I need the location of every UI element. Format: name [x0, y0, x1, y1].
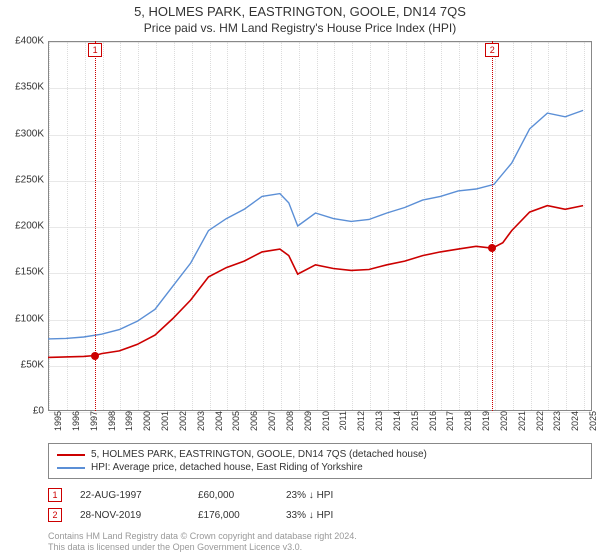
x-axis-label: 2023	[550, 411, 562, 431]
x-axis-label: 2015	[408, 411, 420, 431]
y-axis-label: £100K	[15, 313, 48, 324]
chart-area: £0£50K£100K£150K£200K£250K£300K£350K£400…	[48, 41, 592, 411]
x-axis-label: 1999	[122, 411, 134, 431]
x-axis-label: 1997	[87, 411, 99, 431]
x-axis-label: 2014	[390, 411, 402, 431]
x-axis-label: 2008	[283, 411, 295, 431]
plot-area	[48, 41, 592, 411]
x-axis-label: 1998	[105, 411, 117, 431]
marker-line-2	[492, 41, 493, 411]
event-date: 28-NOV-2019	[80, 510, 180, 521]
x-axis-label: 2018	[461, 411, 473, 431]
y-axis-label: £200K	[15, 221, 48, 232]
x-axis-label: 2003	[194, 411, 206, 431]
y-axis-label: £300K	[15, 128, 48, 139]
legend-row: 5, HOLMES PARK, EASTRINGTON, GOOLE, DN14…	[57, 448, 583, 461]
legend-row: HPI: Average price, detached house, East…	[57, 461, 583, 474]
event-diff: 33% ↓ HPI	[286, 510, 333, 521]
chart-title: 5, HOLMES PARK, EASTRINGTON, GOOLE, DN14…	[0, 0, 600, 19]
x-axis-label: 2005	[229, 411, 241, 431]
x-axis-label: 1995	[51, 411, 63, 431]
event-marker-box: 2	[48, 508, 62, 522]
legend-label: HPI: Average price, detached house, East…	[91, 462, 363, 473]
event-row: 2 28-NOV-2019 £176,000 33% ↓ HPI	[48, 505, 592, 525]
y-axis-label: £250K	[15, 174, 48, 185]
event-marker-box: 1	[48, 488, 62, 502]
legend-swatch	[57, 467, 85, 469]
x-axis-label: 2016	[426, 411, 438, 431]
marker-box-1: 1	[88, 43, 102, 57]
marker-dot-1	[91, 352, 99, 360]
x-axis-label: 2010	[319, 411, 331, 431]
x-axis-label: 2021	[515, 411, 527, 431]
y-axis-label: £50K	[21, 359, 48, 370]
chart-container: 5, HOLMES PARK, EASTRINGTON, GOOLE, DN14…	[0, 0, 600, 560]
x-axis-label: 2000	[140, 411, 152, 431]
x-axis-label: 2007	[265, 411, 277, 431]
y-axis-label: £0	[33, 406, 48, 417]
legend: 5, HOLMES PARK, EASTRINGTON, GOOLE, DN14…	[48, 443, 592, 479]
x-axis-label: 2012	[354, 411, 366, 431]
marker-box-2: 2	[485, 43, 499, 57]
x-axis-label: 2009	[301, 411, 313, 431]
x-axis-label: 2006	[247, 411, 259, 431]
x-axis-label: 2004	[212, 411, 224, 431]
x-axis-label: 2022	[533, 411, 545, 431]
footer-line-2: This data is licensed under the Open Gov…	[48, 542, 592, 553]
event-price: £60,000	[198, 490, 268, 501]
y-axis-label: £400K	[15, 36, 48, 47]
x-axis-label: 2002	[176, 411, 188, 431]
x-axis-label: 2017	[443, 411, 455, 431]
x-axis-label: 1996	[69, 411, 81, 431]
footer: Contains HM Land Registry data © Crown c…	[48, 531, 592, 554]
event-date: 22-AUG-1997	[80, 490, 180, 501]
event-price: £176,000	[198, 510, 268, 521]
legend-label: 5, HOLMES PARK, EASTRINGTON, GOOLE, DN14…	[91, 449, 427, 460]
legend-swatch	[57, 454, 85, 456]
event-diff: 23% ↓ HPI	[286, 490, 333, 501]
x-axis-label: 2020	[497, 411, 509, 431]
events-table: 1 22-AUG-1997 £60,000 23% ↓ HPI 2 28-NOV-2019…	[48, 485, 592, 525]
marker-dot-2	[488, 244, 496, 252]
footer-line-1: Contains HM Land Registry data © Crown c…	[48, 531, 592, 542]
x-axis-label: 2019	[479, 411, 491, 431]
x-axis-label: 2001	[158, 411, 170, 431]
event-row: 1 22-AUG-1997 £60,000 23% ↓ HPI	[48, 485, 592, 505]
x-axis-label: 2011	[336, 411, 348, 430]
chart-subtitle: Price paid vs. HM Land Registry's House …	[0, 19, 600, 41]
x-axis-label: 2013	[372, 411, 384, 431]
x-axis-label: 2025	[586, 411, 598, 431]
y-axis-label: £150K	[15, 267, 48, 278]
y-axis-label: £350K	[15, 82, 48, 93]
x-axis-label: 2024	[568, 411, 580, 431]
